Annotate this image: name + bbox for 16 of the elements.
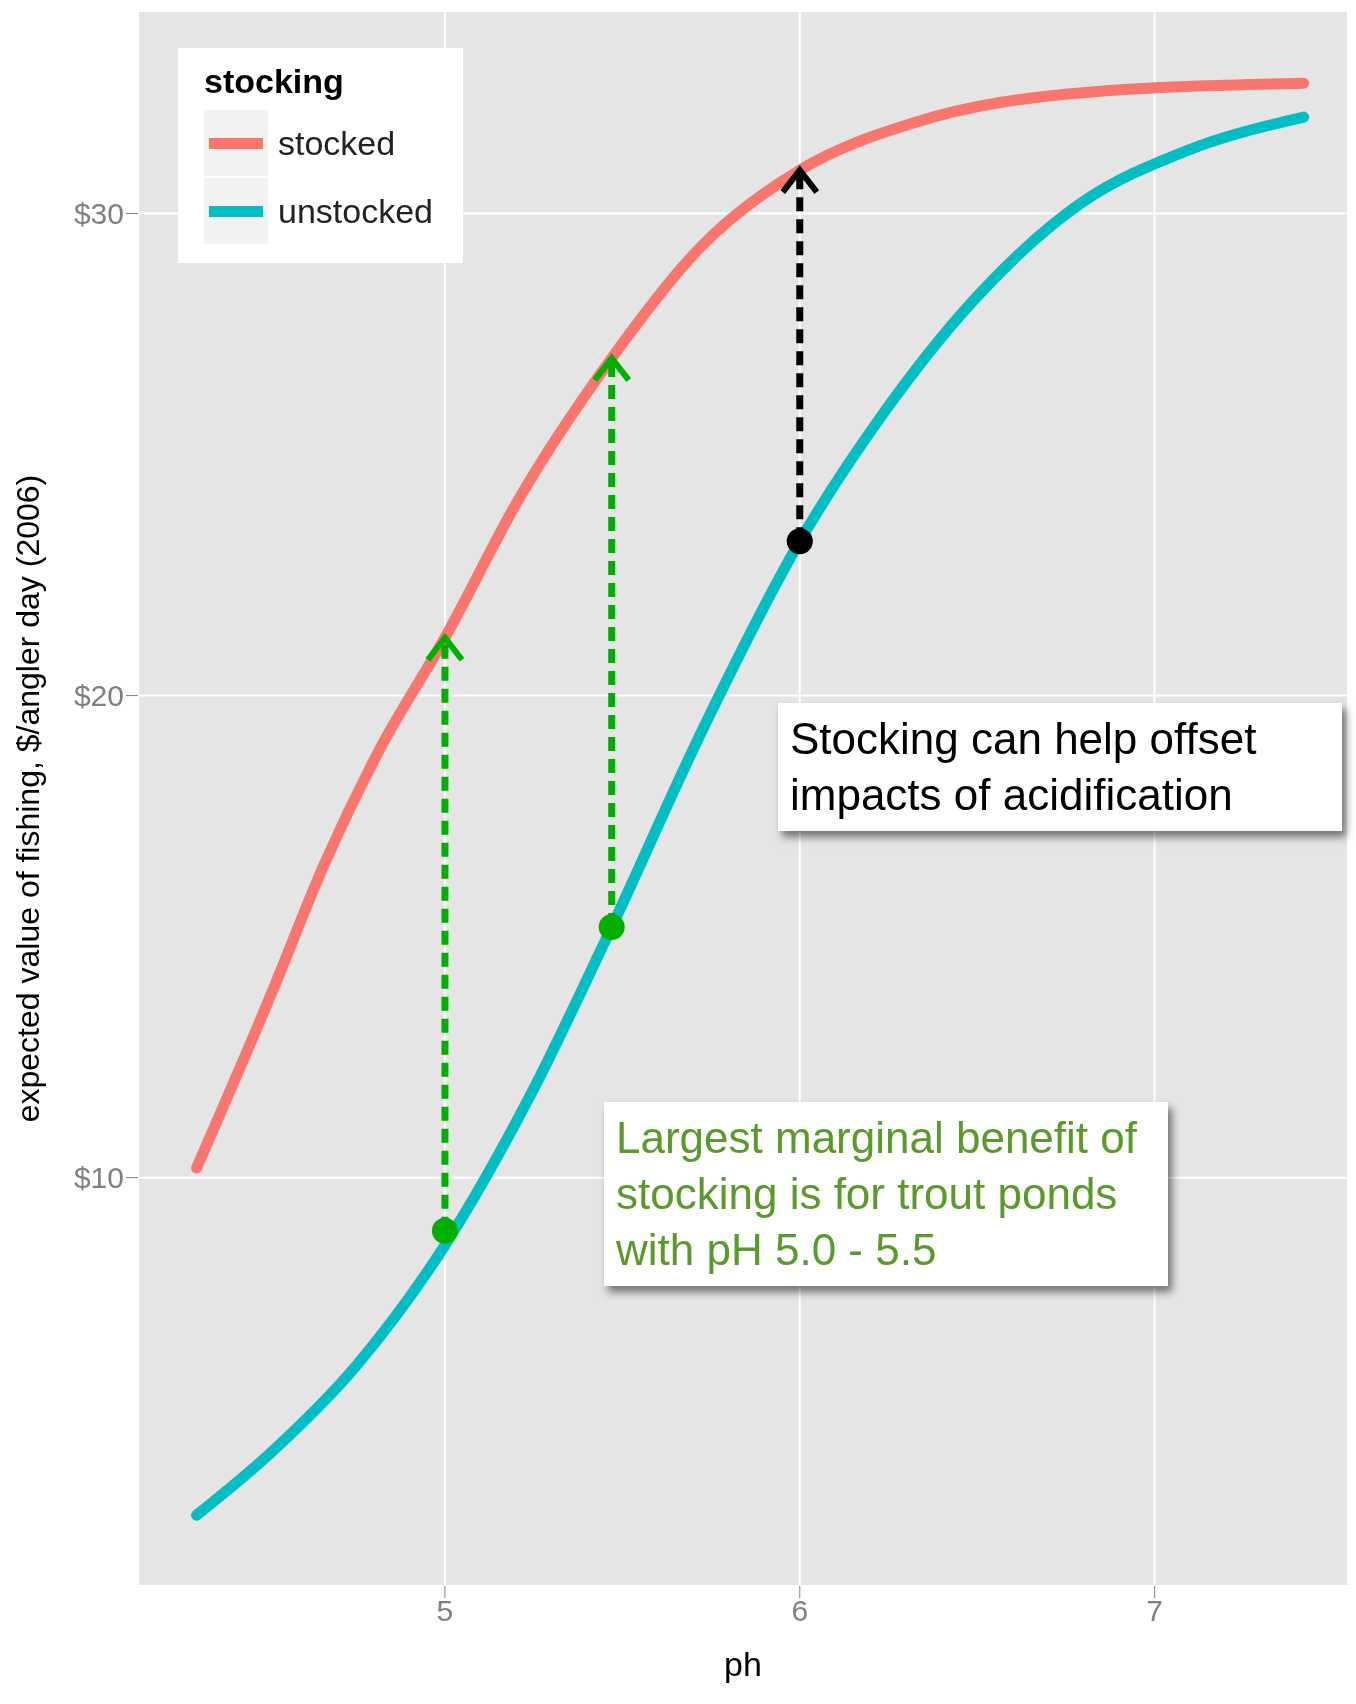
legend-label: stocked — [278, 123, 396, 163]
y-tick-label: $10 — [73, 1161, 124, 1195]
point — [598, 913, 625, 940]
point — [431, 1217, 458, 1244]
y-tick-label: $30 — [73, 197, 124, 231]
x-tick-label: 6 — [791, 1594, 809, 1628]
annotation: Stocking can help offset impacts of acidification — [778, 703, 1342, 831]
point — [786, 528, 813, 555]
x-tick-label: 5 — [436, 1594, 454, 1628]
legend-title: stocking — [204, 62, 345, 101]
legend-label: unstocked — [278, 191, 433, 231]
x-tick-label: 7 — [1146, 1594, 1163, 1628]
annotation: Largest marginal benefit of stocking is for trout ponds with pH 5.0 - 5.5 — [604, 1102, 1168, 1286]
x-axis-title: ph — [724, 1645, 762, 1683]
y-axis-title: expected value of fishing, $/angler day (2006) — [10, 474, 47, 1123]
y-tick-label: $20 — [73, 679, 124, 713]
